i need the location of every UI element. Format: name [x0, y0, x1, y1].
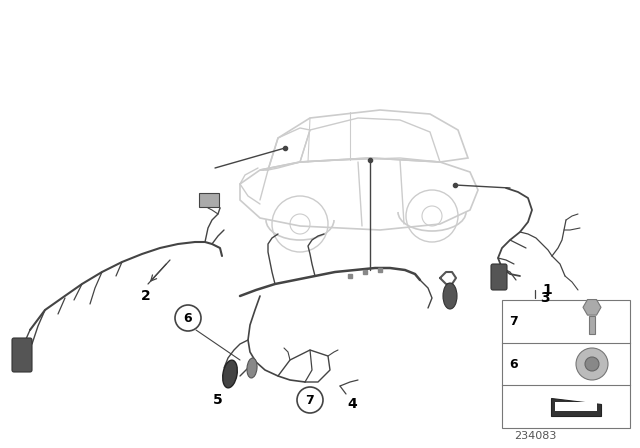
- FancyBboxPatch shape: [589, 316, 595, 334]
- FancyBboxPatch shape: [491, 264, 507, 290]
- Ellipse shape: [247, 358, 257, 378]
- Circle shape: [576, 348, 608, 380]
- Text: 7: 7: [509, 315, 518, 328]
- FancyBboxPatch shape: [199, 193, 219, 207]
- Text: 4: 4: [347, 397, 357, 411]
- Polygon shape: [551, 398, 601, 416]
- Circle shape: [585, 357, 599, 371]
- Text: 2: 2: [141, 289, 151, 303]
- Circle shape: [297, 387, 323, 413]
- FancyBboxPatch shape: [12, 338, 32, 372]
- Text: 6: 6: [184, 311, 192, 324]
- Ellipse shape: [443, 283, 457, 309]
- Text: 7: 7: [306, 393, 314, 406]
- Circle shape: [175, 305, 201, 331]
- Text: 1: 1: [542, 283, 552, 297]
- Text: 234083: 234083: [514, 431, 556, 441]
- FancyBboxPatch shape: [555, 402, 597, 411]
- Polygon shape: [583, 300, 601, 315]
- Text: 3: 3: [540, 291, 550, 305]
- Text: 6: 6: [509, 358, 518, 370]
- Text: 5: 5: [213, 393, 223, 407]
- Ellipse shape: [223, 360, 237, 388]
- FancyBboxPatch shape: [502, 300, 630, 428]
